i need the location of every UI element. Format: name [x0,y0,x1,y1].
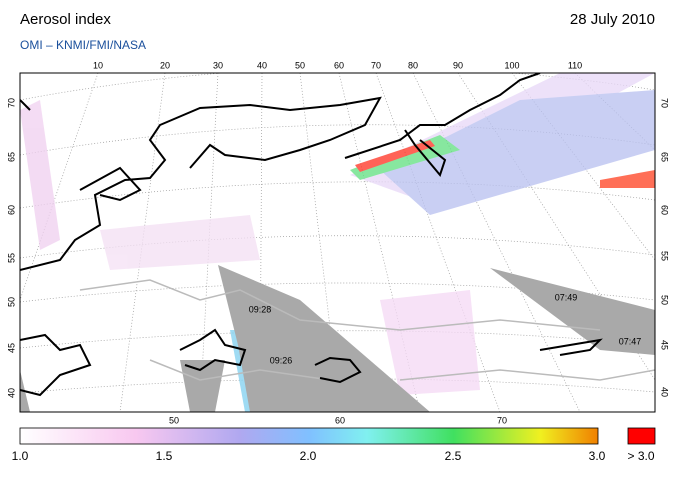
latitude-label: 50 [660,295,670,305]
longitude-label: 60 [335,415,345,425]
longitude-label: 30 [213,60,223,70]
longitude-label: 50 [295,60,305,70]
latitude-label: 70 [6,98,16,108]
latitude-label: 65 [6,152,16,162]
orbit-gaps [20,265,655,412]
colorbar-overflow [627,427,656,445]
longitude-label: 70 [371,60,381,70]
orbit-time: 07:49 [555,292,578,302]
latitude-label: 60 [660,205,670,215]
title: Aerosol index [20,11,111,28]
latitude-label: 70 [660,98,670,108]
orbit-time: 09:26 [270,355,293,365]
latitude-label: 40 [6,388,16,398]
orbit-time: 07:47 [619,336,642,346]
longitude-label: 60 [334,60,344,70]
longitude-label: 70 [497,415,507,425]
longitude-label: 100 [504,60,519,70]
latitude-label: 40 [660,387,670,397]
source: OMI – KNMI/FMI/NASA [20,38,146,52]
longitude-label: 110 [568,60,582,70]
longitude-label: 80 [408,60,418,70]
colorbar-label: 3.0 [589,449,606,463]
longitude-label: 10 [93,60,103,70]
colorbar-label: 1.5 [156,449,173,463]
date: 28 July 2010 [570,11,655,28]
colorbar-label: 1.0 [12,449,29,463]
longitude-label: 20 [160,60,170,70]
latitude-label: 50 [6,297,16,307]
colorbar-overflow-label: > 3.0 [627,449,654,463]
latitude-label: 45 [6,343,16,353]
map-area [20,73,655,412]
latitude-label: 55 [660,251,670,261]
latitude-label: 45 [660,340,670,350]
longitude-label: 40 [257,60,267,70]
colorbar-label: 2.5 [445,449,462,463]
orbit-time: 09:28 [249,304,272,314]
map-frame [19,72,656,413]
coastlines [20,73,603,397]
latitude-label: 55 [6,253,16,263]
latitude-label: 65 [660,152,670,162]
longitude-label: 50 [169,415,179,425]
borders [79,279,655,381]
longitude-label: 90 [453,60,463,70]
colorbar [19,427,599,445]
latitude-label: 60 [6,205,16,215]
colorbar-label: 2.0 [300,449,317,463]
